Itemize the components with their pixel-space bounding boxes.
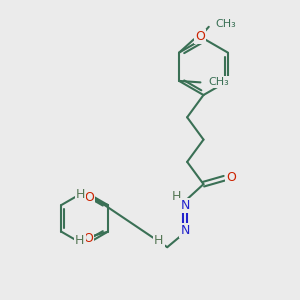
Text: H: H [154,234,164,247]
Text: CH₃: CH₃ [209,77,230,87]
Text: O: O [226,170,236,184]
Text: N: N [180,224,190,237]
Text: O: O [83,232,93,245]
Text: CH₃: CH₃ [215,20,236,29]
Text: N: N [180,200,190,212]
Text: O: O [84,191,94,204]
Text: H: H [172,190,181,203]
Text: H: H [76,188,85,201]
Text: O: O [195,30,205,44]
Text: H: H [75,234,85,247]
